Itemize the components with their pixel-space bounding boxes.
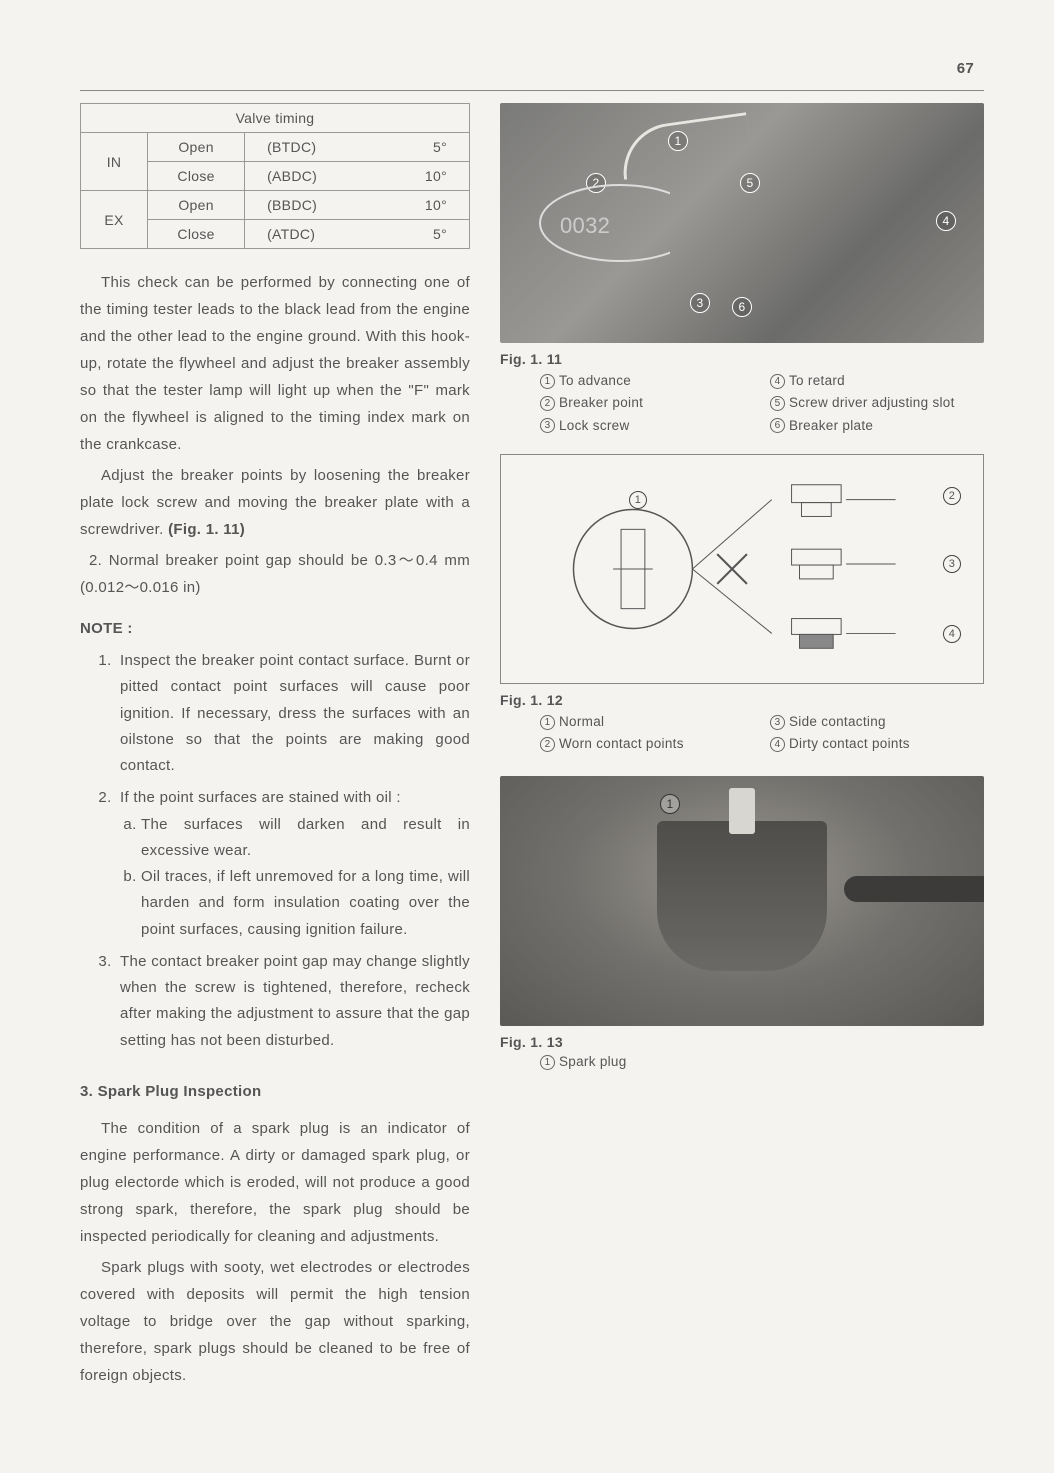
valve-deg: 10° [425,168,447,184]
diagram-callout-4: 4 [943,625,961,643]
valve-ref: (ABDC) [267,168,335,184]
callout-3: 3 [690,293,710,313]
callout-6: 6 [732,297,752,317]
legend-item: 1Normal [540,712,754,732]
fig-1-11-caption: Fig. 1. 11 [500,351,984,367]
note-1: Inspect the breaker point contact surfac… [116,648,470,779]
fig-1-13-photo: 1 [500,776,984,1026]
valve-ref: (ATDC) [267,226,333,242]
fig-1-12-caption: Fig. 1. 12 [500,692,984,708]
page-number: 67 [957,60,974,77]
diagram-callout-2: 2 [943,487,961,505]
subnote-b: Oil traces, if left unremoved for a long… [141,864,470,943]
legend-text: To retard [789,373,845,388]
legend-item: 4To retard [770,371,984,391]
paragraph-4: Spark plugs with sooty, wet electrodes o… [80,1254,470,1389]
right-column: 1 2 3 4 5 6 0032 Fig. 1. 11 1To advance … [500,103,984,1393]
para2-text: Adjust the breaker points by loosening t… [80,467,470,538]
paragraph-2: Adjust the breaker points by loosening t… [80,462,470,543]
paragraph-1: This check can be performed by connectin… [80,269,470,458]
two-column-layout: Valve timing IN Open (BTDC) 5° Close (ABD… [80,103,984,1393]
valve-value: (ATDC) 5° [245,220,470,249]
legend-item: 4Dirty contact points [770,734,984,754]
legend-text: Breaker point [559,395,643,410]
diagram-callout-1: 1 [629,491,647,509]
fig-1-13-caption: Fig. 1. 13 [500,1034,984,1050]
legend-text: To advance [559,373,631,388]
valve-group-ex: EX [81,191,148,249]
valve-deg: 5° [433,139,447,155]
fig-1-11-photo: 1 2 3 4 5 6 0032 [500,103,984,343]
valve-deg: 10° [425,197,447,213]
diagram-callout-3: 3 [943,555,961,573]
legend-text: Dirty contact points [789,736,910,751]
legend-text: Normal [559,714,604,729]
fig-ref-1-11: (Fig. 1. 11) [168,521,245,538]
valve-state: Open [148,191,245,220]
legend-item: 3Side contacting [770,712,984,732]
notes-list: Inspect the breaker point contact surfac… [116,648,470,1054]
fig-1-11-legend: 1To advance 4To retard 2Breaker point 5S… [540,371,984,436]
valve-value: (BBDC) 10° [245,191,470,220]
legend-item: 5Screw driver adjusting slot [770,393,984,413]
callout-5: 5 [740,173,760,193]
legend-text: Screw driver adjusting slot [789,395,955,410]
valve-table-title: Valve timing [81,104,470,133]
legend-item: 2Worn contact points [540,734,754,754]
flywheel-icon: 0032 [530,183,670,263]
fig-1-13-legend: 1Spark plug [540,1054,984,1070]
callout-1: 1 [668,131,688,151]
paragraph-3: The condition of a spark plug is an indi… [80,1115,470,1250]
valve-deg: 5° [433,226,447,242]
fig-1-12-legend: 1Normal 3Side contacting 2Worn contact p… [540,712,984,755]
subnote-a: The surfaces will darken and result in e… [141,812,470,865]
spark-plug-cleaner-icon [657,821,827,971]
valve-state: Close [148,220,245,249]
legend-text: Lock screw [559,418,630,433]
hose-icon [844,876,984,902]
breaker-points-diagram-icon [501,455,983,683]
top-rule [80,90,984,91]
flywheel-text: 0032 [560,213,610,238]
valve-value: (ABDC) 10° [245,162,470,191]
section-3-heading: 3. Spark Plug Inspection [80,1078,470,1105]
legend-item: 3Lock screw [540,416,754,436]
note-2-text: If the point surfaces are stained with o… [120,789,401,806]
note-2-sublist: The surfaces will darken and result in e… [141,812,470,943]
valve-value: (BTDC) 5° [245,133,470,162]
legend-item: 2Breaker point [540,393,754,413]
legend-text: Spark plug [559,1054,627,1069]
fig-1-12-diagram: 1 2 3 4 [500,454,984,684]
note-3: The contact breaker point gap may change… [116,949,470,1054]
legend-item: 1To advance [540,371,754,391]
valve-group-in: IN [81,133,148,191]
valve-timing-table: Valve timing IN Open (BTDC) 5° Close (ABD… [80,103,470,249]
callout-1: 1 [660,794,680,814]
valve-state: Open [148,133,245,162]
left-column: Valve timing IN Open (BTDC) 5° Close (ABD… [80,103,470,1393]
legend-text: Breaker plate [789,418,873,433]
legend-text: Side contacting [789,714,886,729]
point-2: 2. Normal breaker point gap should be 0.… [80,547,470,601]
legend-text: Worn contact points [559,736,684,751]
note-2: If the point surfaces are stained with o… [116,785,470,943]
valve-state: Close [148,162,245,191]
valve-ref: (BTDC) [267,139,334,155]
valve-ref: (BBDC) [267,197,335,213]
spark-plug-icon [729,788,755,834]
legend-item: 6Breaker plate [770,416,984,436]
body-text-block: This check can be performed by connectin… [80,269,470,1389]
note-header: NOTE : [80,615,470,642]
callout-4: 4 [936,211,956,231]
